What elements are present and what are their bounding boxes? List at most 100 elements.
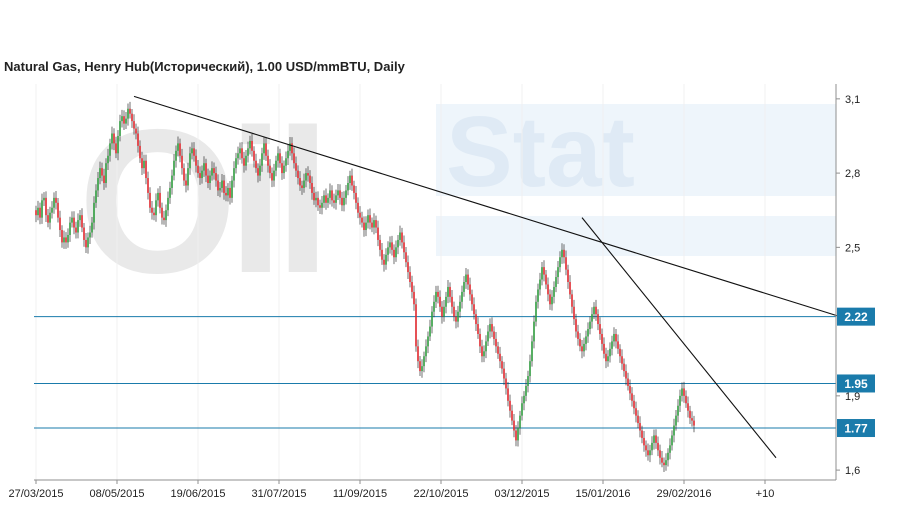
candle-body — [331, 190, 333, 201]
candle-body — [161, 207, 163, 218]
candle-body — [401, 232, 403, 243]
candle-body — [597, 314, 599, 325]
candle-body — [667, 452, 669, 461]
candle-body — [365, 222, 367, 231]
candle-body — [433, 301, 435, 312]
candle-body — [525, 385, 527, 396]
candle-body — [135, 128, 137, 134]
level-badge-label: 2.22 — [844, 310, 868, 324]
candle-body — [91, 222, 93, 233]
candle-body — [307, 173, 309, 176]
candle-body — [691, 418, 693, 421]
candle-body — [623, 363, 625, 372]
candle-body — [39, 207, 41, 218]
candle-body — [685, 395, 687, 404]
candle-body — [233, 168, 235, 181]
candle-body — [225, 192, 227, 196]
candle-body — [359, 212, 361, 218]
chart-title: Natural Gas, Henry Hub(Исторический), 1.… — [4, 59, 405, 74]
candlestick-series — [35, 101, 695, 473]
candle-body — [65, 237, 67, 243]
candle-body — [339, 190, 341, 198]
level-badge — [837, 374, 875, 393]
candle-body — [373, 220, 375, 228]
candle-body — [431, 311, 433, 327]
candle-body — [147, 178, 149, 193]
candle-body — [357, 202, 359, 213]
candle-body — [521, 403, 523, 416]
candle-body — [651, 442, 653, 451]
candle-body — [255, 160, 257, 169]
candle-body — [329, 190, 331, 198]
candle-body — [131, 113, 133, 122]
candle-body — [461, 291, 463, 302]
watermark-text-left: Oil — [78, 87, 321, 316]
candle-body — [141, 158, 143, 169]
candle-body — [171, 175, 173, 188]
candle-body — [391, 242, 393, 250]
candle-body — [267, 155, 269, 166]
trendlines — [133, 95, 841, 459]
candle-body — [387, 247, 389, 255]
candle-body — [619, 348, 621, 357]
candle-body — [115, 143, 117, 154]
candle-body — [157, 192, 159, 201]
candle-body — [241, 148, 243, 159]
candle-body — [367, 215, 369, 223]
candle-body — [399, 232, 401, 240]
candle-body — [655, 435, 657, 443]
candle-body — [377, 227, 379, 240]
candle-body — [195, 155, 197, 166]
candle-body — [107, 155, 109, 164]
candle-body — [369, 215, 371, 223]
candle-body — [343, 197, 345, 206]
candle-body — [441, 306, 443, 317]
candle-body — [197, 165, 199, 174]
candle-body — [95, 190, 97, 203]
candle-body — [487, 331, 489, 342]
candle-body — [379, 239, 381, 250]
candle-body — [287, 150, 289, 159]
candle-body — [335, 195, 337, 203]
candle-body — [637, 415, 639, 424]
candle-body — [231, 180, 233, 198]
candle-body — [341, 197, 343, 206]
candle-body — [565, 257, 567, 270]
candle-body — [505, 378, 507, 389]
candle-body — [609, 348, 611, 357]
candle-body — [283, 165, 285, 174]
candle-body — [301, 185, 303, 188]
candle-body — [533, 321, 535, 342]
candle-body — [657, 442, 659, 451]
candle-body — [333, 200, 335, 203]
candle-body — [421, 366, 423, 372]
y-tick-label: 3,1 — [845, 94, 860, 106]
candle-body — [529, 361, 531, 377]
candle-body — [549, 294, 551, 305]
candle-body — [675, 415, 677, 426]
candle-body — [291, 143, 293, 154]
trendline — [133, 95, 841, 318]
candle-body — [635, 408, 637, 416]
candle-body — [535, 301, 537, 322]
candle-body — [277, 153, 279, 161]
candle-body — [345, 190, 347, 198]
candle-body — [579, 338, 581, 347]
candle-body — [423, 356, 425, 367]
candle-body — [123, 116, 125, 124]
x-axis-ticks: 27/03/2015 08/05/2015 19/06/2015 31/07/2015… — [8, 480, 774, 500]
candle-body — [405, 252, 407, 263]
candle-body — [149, 192, 151, 208]
y-tick-label: 1,9 — [845, 391, 860, 403]
candle-body — [415, 304, 417, 347]
candle-body — [509, 400, 511, 411]
candle-body — [471, 294, 473, 305]
candle-body — [681, 388, 683, 396]
candle-body — [89, 232, 91, 238]
candle-body — [503, 368, 505, 379]
candle-body — [289, 143, 291, 151]
candle-body — [425, 346, 427, 357]
candle-body — [295, 163, 297, 171]
candle-body — [351, 175, 353, 186]
candle-body — [41, 200, 43, 218]
